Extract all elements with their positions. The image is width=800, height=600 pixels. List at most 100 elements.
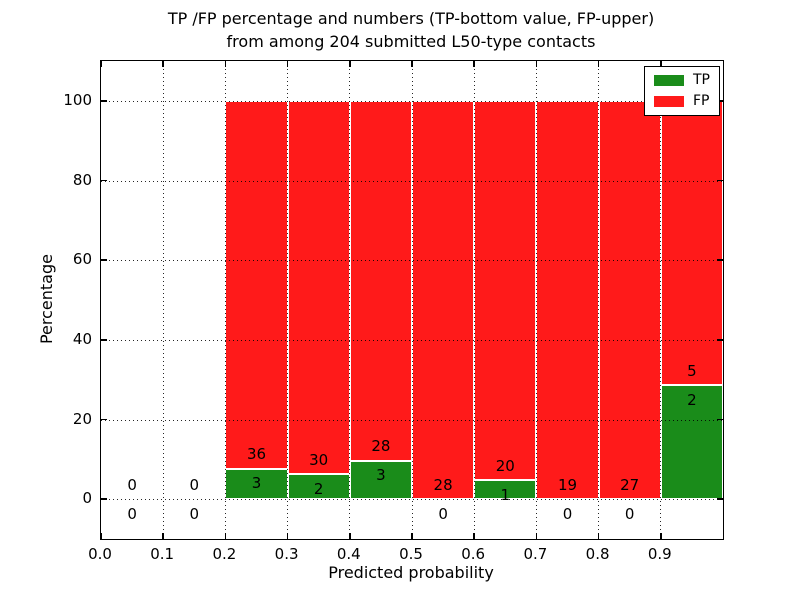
bar-segment-tp [225, 468, 288, 500]
gridline-vertical [224, 61, 226, 539]
x-tick-label: 0.2 [212, 545, 237, 563]
bar-count-fp: 36 [246, 445, 267, 464]
bar-segment-tp [287, 474, 350, 500]
bar-segment-fp [349, 100, 412, 461]
legend-label: TP [693, 72, 710, 88]
x-tick-mark [660, 533, 662, 539]
bar-segment-fp [598, 100, 661, 500]
y-tick-label: 20 [72, 409, 92, 428]
bar-count-fp: 27 [620, 475, 640, 494]
x-tick-mark-top [535, 61, 538, 67]
gridline-vertical [660, 61, 662, 539]
chart-title-line2: from among 204 submitted L50-type contac… [226, 32, 596, 51]
y-tick-label: 80 [72, 170, 92, 189]
bar-count-fp: 30 [309, 450, 329, 469]
y-tick-mark-right [717, 259, 723, 261]
x-tick-mark-top [473, 61, 475, 67]
x-tick-label: 0.1 [150, 545, 175, 563]
y-tick-mark [101, 100, 107, 102]
y-tick-label: 100 [63, 90, 92, 109]
bar-count-tp: 3 [376, 466, 386, 485]
x-tick-mark-top [411, 61, 413, 67]
bar-segment-tp [349, 460, 412, 500]
y-tick-mark-right [717, 418, 723, 421]
bar-segment-fp [536, 100, 599, 500]
bar-segment-fp [412, 100, 475, 500]
x-tick-mark [349, 533, 351, 539]
y-tick-mark-right [717, 339, 723, 341]
gridline-vertical [535, 61, 537, 539]
x-tick-mark-top [100, 61, 102, 67]
y-tick-label: 0 [82, 489, 92, 508]
x-tick-mark [535, 533, 538, 539]
x-tick-mark-top [224, 61, 227, 67]
gridline-vertical [349, 61, 351, 539]
bar-count-tp: 0 [624, 504, 635, 523]
legend-swatch-fp [654, 96, 684, 107]
plot-area: TP FP 0 0 0 0 36 3 30 2 28 3 28 0 20 1 19 0 27 0 5 2 [100, 60, 724, 540]
x-tick-mark-top [286, 61, 289, 67]
y-tick-mark-right [717, 179, 723, 182]
y-tick-mark-right [717, 100, 723, 102]
bar-count-tp: 1 [500, 485, 511, 504]
y-tick-mark [101, 418, 107, 421]
bar-count-tp: 0 [438, 504, 448, 523]
y-tick-mark [101, 179, 107, 182]
x-tick-label: 0.3 [274, 545, 299, 563]
bar-count-tp: 0 [189, 504, 200, 523]
x-tick-mark [224, 533, 227, 539]
gridline-vertical [473, 61, 475, 539]
x-tick-mark-top [349, 61, 351, 67]
gridline-vertical [287, 61, 289, 539]
x-tick-mark-top [162, 61, 164, 67]
x-tick-label: 0.0 [88, 545, 112, 563]
bar-count-fp: 0 [189, 475, 200, 494]
gridline-vertical [411, 61, 413, 539]
bar-count-fp: 5 [687, 361, 697, 380]
x-tick-label: 0.4 [336, 545, 361, 563]
bar-count-tp: 2 [687, 390, 697, 409]
y-tick-mark [101, 339, 107, 341]
bar-segment-fp [225, 100, 288, 469]
bar-segment-fp [287, 100, 350, 475]
bar-segment-fp [474, 100, 537, 481]
x-tick-mark [473, 533, 475, 539]
x-tick-label: 0.5 [399, 545, 423, 563]
legend-swatch-tp [654, 75, 684, 86]
x-tick-label: 0.8 [585, 545, 610, 563]
y-tick-label: 40 [72, 329, 92, 348]
x-tick-mark-top [660, 61, 662, 67]
x-tick-mark [597, 533, 600, 539]
y-tick-mark [101, 259, 107, 261]
bar-count-tp: 0 [562, 504, 573, 523]
x-tick-mark [162, 533, 164, 539]
gridline-vertical [598, 61, 600, 539]
x-tick-label: 0.9 [647, 545, 672, 563]
x-tick-mark [286, 533, 289, 539]
x-tick-mark [100, 533, 102, 539]
legend-label: FP [693, 93, 710, 109]
y-tick-mark [101, 498, 107, 500]
x-axis-label: Predicted probability [328, 563, 494, 582]
x-tick-mark-top [597, 61, 600, 67]
y-tick-label: 60 [72, 250, 92, 269]
bar-segment-fp [660, 100, 723, 386]
bar-count-tp: 3 [251, 474, 262, 493]
bar-count-tp: 0 [127, 504, 137, 523]
bar-segment-tp [474, 480, 537, 500]
bar-count-fp: 20 [495, 456, 515, 475]
gridline-vertical [162, 61, 164, 539]
bar-count-fp: 28 [371, 437, 391, 456]
bar-count-fp: 0 [127, 475, 137, 494]
chart-title-line1: TP /FP percentage and numbers (TP-bottom… [167, 9, 655, 28]
legend-entry-tp: TP [654, 73, 710, 88]
bar-count-fp: 28 [433, 475, 453, 494]
legend: TP FP [644, 66, 720, 116]
y-tick-mark-right [717, 498, 723, 500]
x-tick-label: 0.6 [461, 545, 486, 563]
bar-count-fp: 19 [557, 475, 578, 494]
x-tick-mark [411, 533, 413, 539]
bar-segment-tp [660, 385, 723, 500]
x-tick-label: 0.7 [523, 545, 548, 563]
